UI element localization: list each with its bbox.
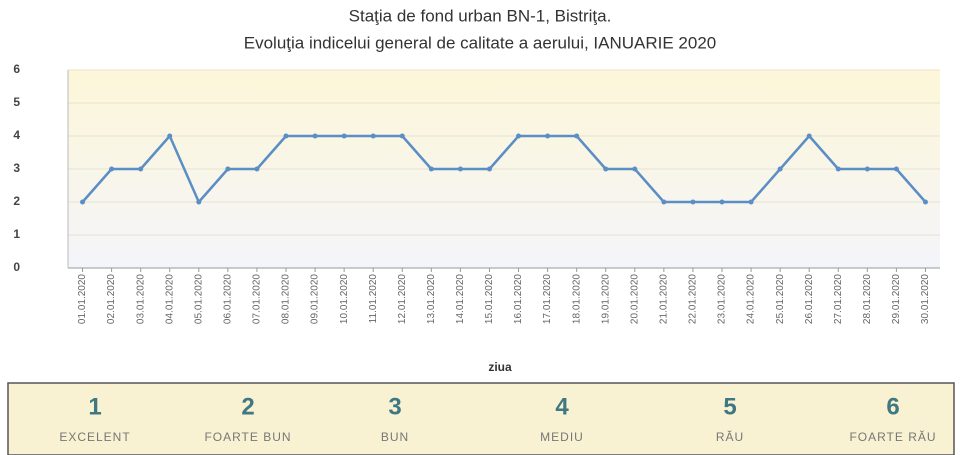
x-tick-label: 17.01.2020 <box>542 274 553 324</box>
scale-number: 5 <box>723 393 736 420</box>
scale-number: 2 <box>241 393 254 420</box>
x-tick-label: 27.01.2020 <box>833 274 844 324</box>
x-tick-label: 30.01.2020 <box>920 274 931 324</box>
x-tick-label: 08.01.2020 <box>281 274 292 324</box>
scale-label: EXCELENT <box>59 430 130 444</box>
x-tick-label: 19.01.2020 <box>600 274 611 324</box>
scale-number: 6 <box>886 393 899 420</box>
y-tick-label: 1 <box>13 227 20 241</box>
x-tick-label: 07.01.2020 <box>252 274 263 324</box>
point <box>893 166 899 172</box>
point <box>196 199 202 205</box>
point <box>457 166 463 172</box>
point <box>283 133 289 139</box>
x-tick-label: 01.01.2020 <box>77 274 88 324</box>
point <box>777 166 783 172</box>
point <box>690 199 696 205</box>
y-tick-label: 6 <box>13 62 20 76</box>
x-tick-label: 25.01.2020 <box>775 274 786 324</box>
x-tick-label: 05.01.2020 <box>193 274 204 324</box>
scale-number: 3 <box>388 393 401 420</box>
x-tick-label: 24.01.2020 <box>746 274 757 324</box>
point <box>80 199 86 205</box>
point <box>806 133 812 139</box>
x-tick-label: 12.01.2020 <box>397 274 408 324</box>
line-series <box>81 134 927 204</box>
point <box>661 199 667 205</box>
x-tick-label: 14.01.2020 <box>455 274 466 324</box>
y-tick-label: 2 <box>13 194 20 208</box>
x-tick-label: 11.01.2020 <box>368 274 379 324</box>
x-tick-label: 18.01.2020 <box>571 274 582 324</box>
point <box>632 166 638 172</box>
x-tick-label: 22.01.2020 <box>688 274 699 324</box>
y-tick-label: 0 <box>13 260 20 274</box>
x-tick-label: 20.01.2020 <box>629 274 640 324</box>
point <box>545 133 551 139</box>
point <box>254 166 260 172</box>
scale-number: 1 <box>88 393 101 420</box>
point <box>370 133 376 139</box>
y-tick-label: 5 <box>13 95 20 109</box>
point <box>864 166 870 172</box>
point <box>748 199 754 205</box>
scale-number: 4 <box>555 393 569 420</box>
x-tick-label: 09.01.2020 <box>310 274 321 324</box>
point <box>399 133 405 139</box>
scale-label: RĂU <box>716 429 744 444</box>
scale-label: FOARTE BUN <box>204 430 291 444</box>
point <box>719 199 725 205</box>
x-tick-label: 04.01.2020 <box>164 274 175 324</box>
chart-subtitle: Evoluţia indicelui general de calitate a… <box>244 33 717 52</box>
point <box>603 166 609 172</box>
point <box>428 166 434 172</box>
point <box>138 166 144 172</box>
x-tick-label: 28.01.2020 <box>862 274 873 324</box>
point <box>341 133 347 139</box>
x-tick-label: 02.01.2020 <box>106 274 117 324</box>
point <box>835 166 841 172</box>
chart-title: Staţia de fond urban BN-1, Bistriţa. <box>349 6 612 25</box>
x-tick-label: 15.01.2020 <box>484 274 495 324</box>
x-tick-label: 26.01.2020 <box>804 274 815 324</box>
scale-table <box>7 382 955 455</box>
x-tick-label: 16.01.2020 <box>513 274 524 324</box>
point <box>922 199 928 205</box>
point <box>574 133 580 139</box>
scale-label: MEDIU <box>540 430 584 444</box>
point <box>225 166 231 172</box>
x-tick-label: 13.01.2020 <box>426 274 437 324</box>
scale-label: BUN <box>381 430 409 444</box>
x-tick-label: 21.01.2020 <box>659 274 670 324</box>
x-tick-label: 10.01.2020 <box>339 274 350 324</box>
x-tick-label: 06.01.2020 <box>223 274 234 324</box>
x-tick-label: 23.01.2020 <box>717 274 728 324</box>
x-tick-label: 29.01.2020 <box>891 274 902 324</box>
scale-label: FOARTE RĂU <box>849 429 936 444</box>
point <box>312 133 318 139</box>
x-tick-label: 03.01.2020 <box>135 274 146 324</box>
point <box>516 133 522 139</box>
y-tick-label: 3 <box>13 161 20 175</box>
y-tick-label: 4 <box>13 128 20 142</box>
point <box>167 133 173 139</box>
point <box>486 166 492 172</box>
x-axis-label: ziua <box>488 360 512 374</box>
point <box>109 166 115 172</box>
